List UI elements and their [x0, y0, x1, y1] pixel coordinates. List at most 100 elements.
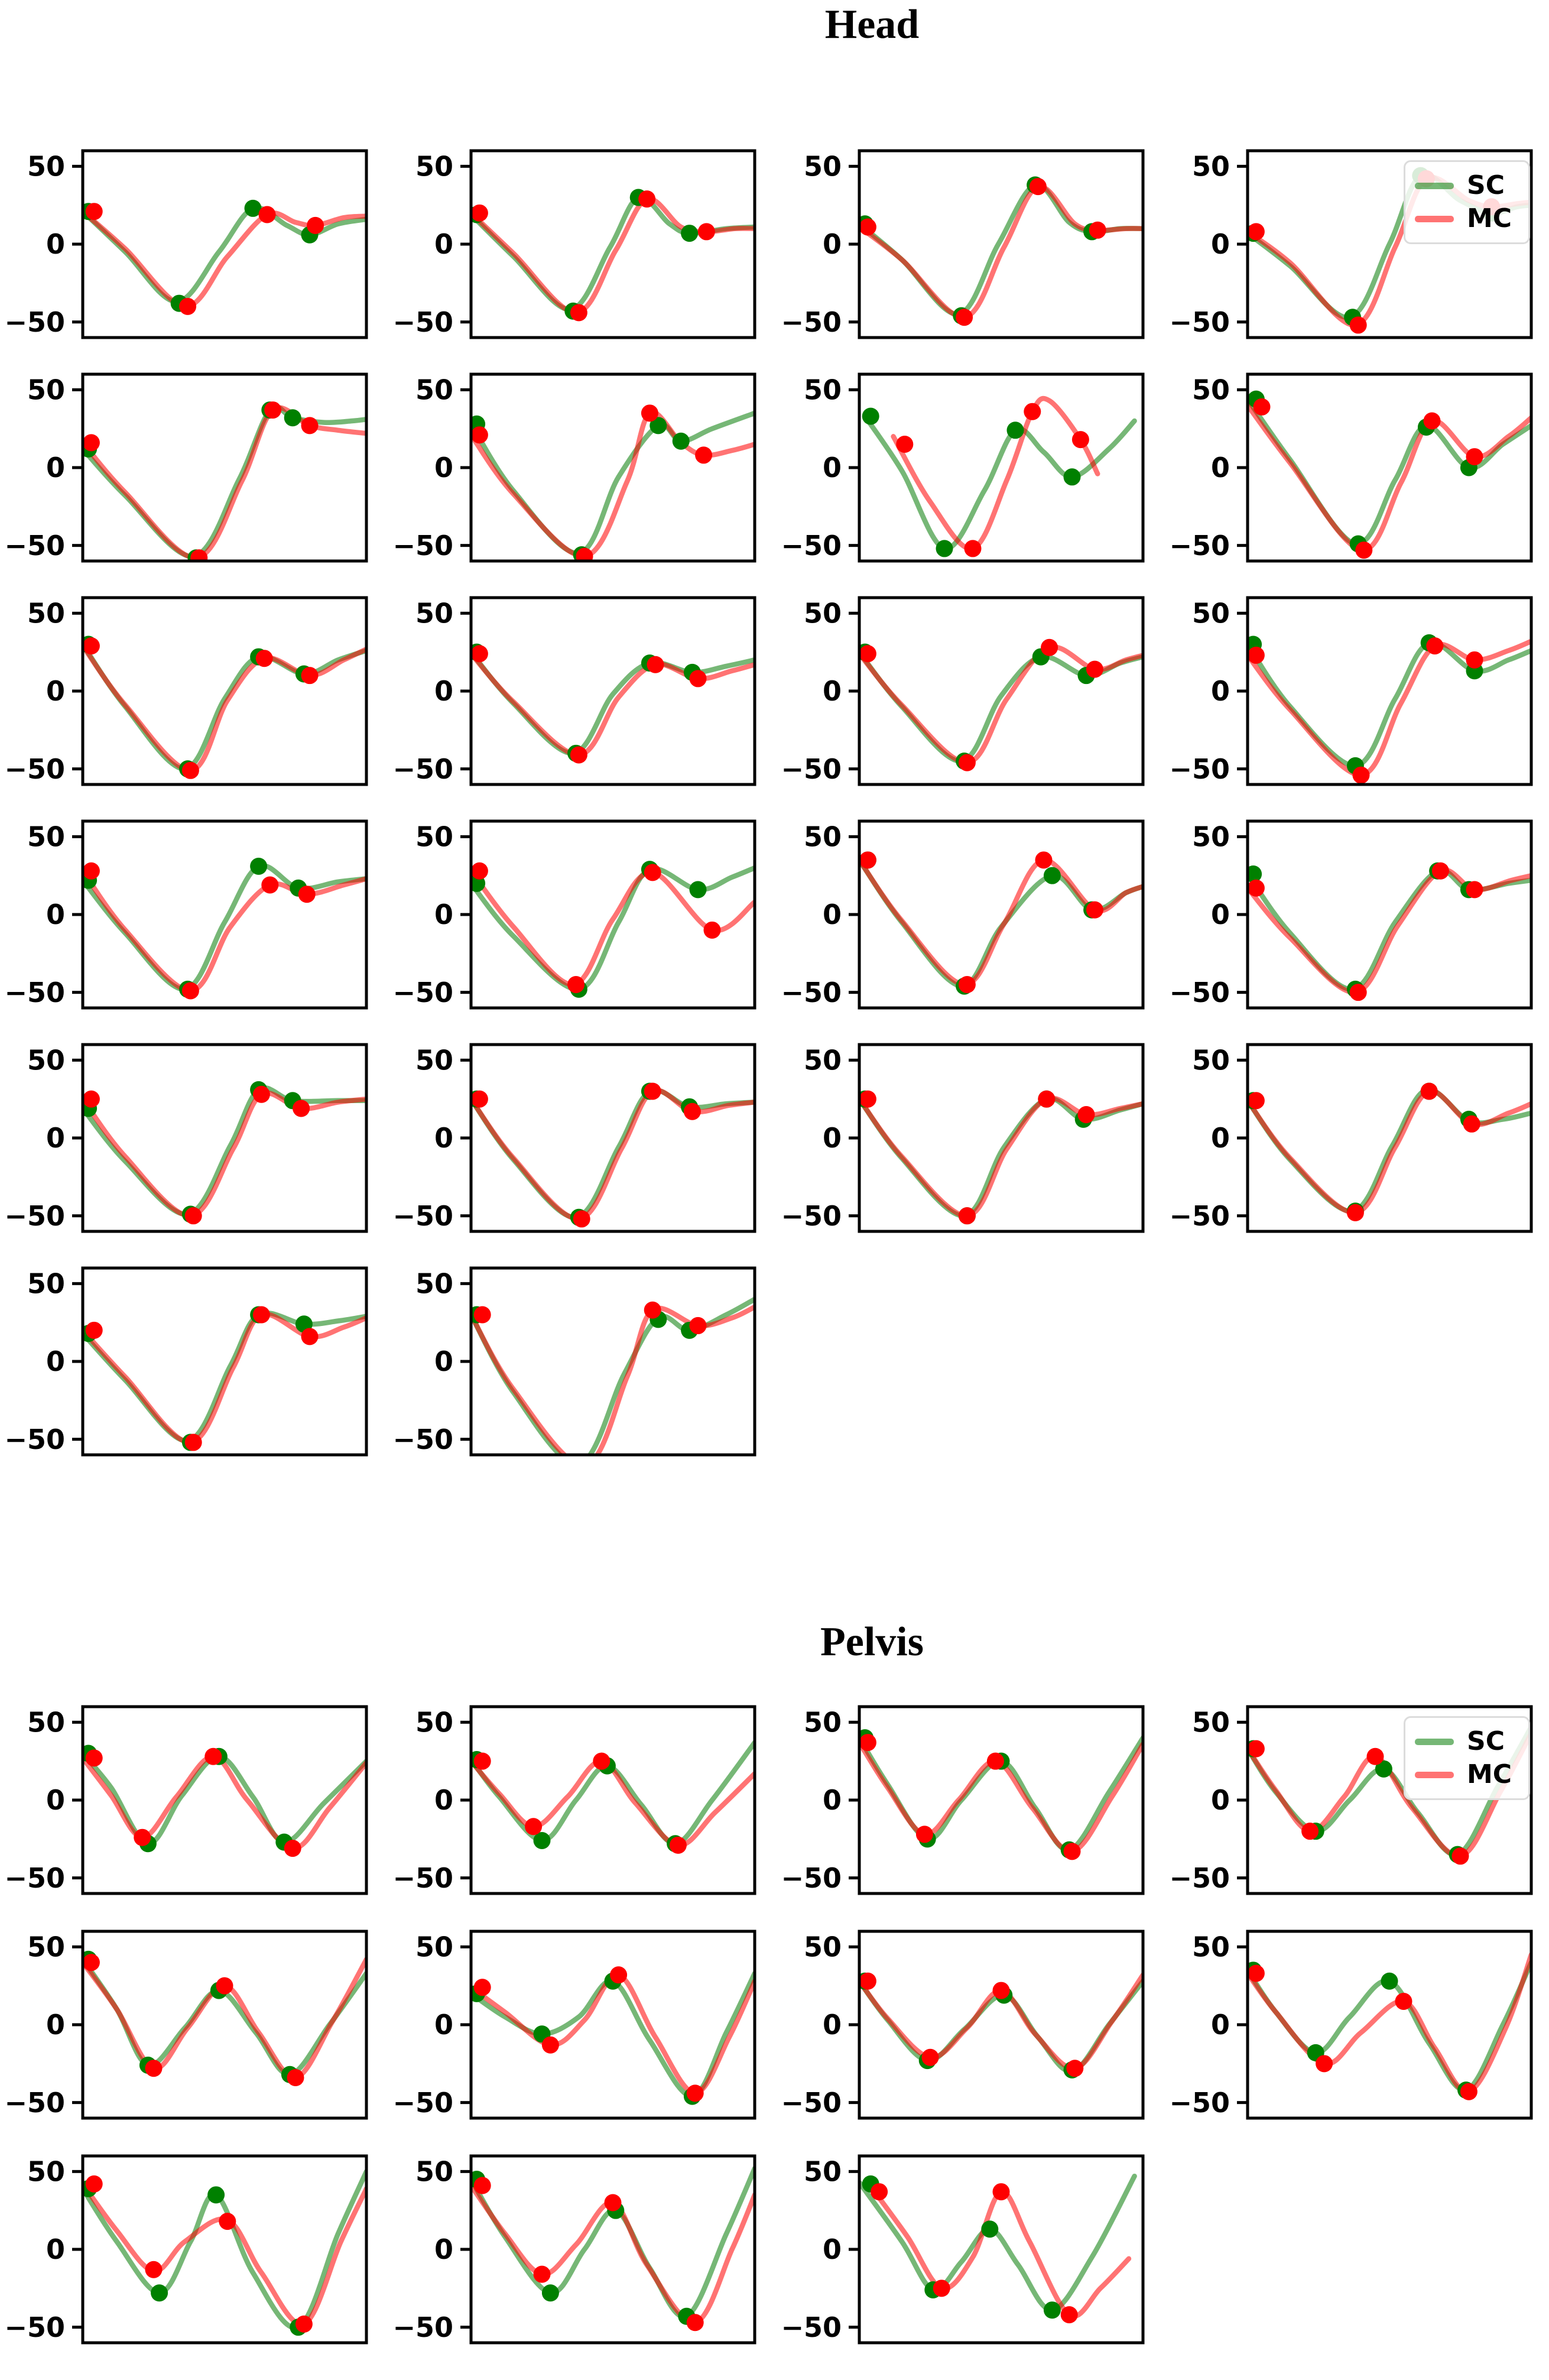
mc-line: [1248, 638, 1531, 778]
sc-marker: [681, 225, 699, 242]
subplot-svg: 50 0 −50: [4, 2154, 368, 2345]
subplot-svg: 50 0 −50: [4, 1705, 368, 1895]
mc-marker: [1086, 901, 1103, 919]
subplot-svg: 50 0 −50: [1169, 596, 1533, 786]
mc-marker: [298, 886, 316, 903]
y-tick-label: 50: [27, 1267, 65, 1299]
y-tick-label: 50: [415, 1706, 453, 1738]
mc-line: [859, 644, 1143, 766]
mc-marker: [1301, 1823, 1319, 1840]
mc-marker: [1253, 398, 1271, 416]
axes-frame: [469, 1705, 756, 1895]
mc-marker: [570, 304, 587, 322]
axes-frame: [858, 819, 1145, 1010]
mc-marker: [1460, 2083, 1477, 2100]
mc-marker: [644, 1301, 661, 1319]
subplot-pelvis-r1c4: 50 0 −50 SC MC: [1169, 1705, 1533, 1895]
y-tick-label: 0: [1211, 1784, 1230, 1816]
mc-line: [83, 405, 366, 560]
legend-item-mc: MC: [1415, 1762, 1519, 1788]
mc-marker: [85, 1749, 103, 1767]
axes-frame: [1246, 372, 1533, 563]
mc-marker: [473, 2177, 491, 2194]
y-tick-label: −50: [781, 1200, 842, 1232]
y-tick-label: 0: [46, 1784, 65, 1816]
y-tick-label: 50: [27, 1706, 65, 1738]
axes-frame: [858, 372, 1145, 563]
mc-marker: [1420, 1082, 1438, 1100]
mc-marker: [956, 309, 973, 326]
y-tick-label: 0: [434, 228, 453, 260]
subplot-pelvis-r2c3: 50 0 −50: [781, 1930, 1145, 2120]
axes-frame: [1246, 819, 1533, 1010]
subplot-head-r3c1: 50 0 −50: [4, 596, 368, 786]
y-tick-label: 0: [46, 228, 65, 260]
sc-marker: [1248, 865, 1262, 883]
mc-line: [83, 868, 366, 994]
axes-frame: [858, 1043, 1145, 1233]
mc-marker: [576, 547, 593, 561]
mc-marker: [471, 426, 488, 444]
mc-marker: [145, 2261, 163, 2278]
subplot-head-r5c4: 50 0 −50: [1169, 1043, 1533, 1233]
mc-line-swatch: [1415, 215, 1454, 222]
y-tick-label: −50: [4, 977, 65, 1009]
axes-frame: [858, 149, 1145, 339]
axes-frame: [81, 1043, 368, 1233]
y-tick-label: 50: [27, 150, 65, 182]
mc-marker: [83, 1954, 100, 1972]
mc-marker: [184, 1434, 202, 1451]
y-tick-label: −50: [4, 753, 65, 785]
mc-marker: [307, 216, 324, 234]
mc-line: [471, 196, 755, 316]
subplot-pelvis-r2c1: 50 0 −50: [4, 1930, 368, 2120]
mc-marker: [1086, 660, 1103, 678]
subplot-svg: 50 0 −50: [781, 1930, 1145, 2120]
y-tick-label: −50: [1169, 753, 1230, 785]
y-tick-label: 50: [804, 374, 842, 406]
y-tick-label: 0: [1211, 1122, 1230, 1154]
y-tick-label: 50: [415, 2155, 453, 2187]
mc-line: [1248, 867, 1531, 995]
sc-line: [1248, 640, 1531, 769]
sc-marker: [936, 540, 953, 557]
mc-marker: [181, 982, 199, 1000]
y-tick-label: 0: [434, 899, 453, 930]
axes-frame: [81, 149, 368, 339]
mc-marker: [1316, 2055, 1333, 2073]
subplot-head-r4c1: 50 0 −50: [4, 819, 368, 1010]
mc-marker: [1395, 1993, 1412, 2010]
y-tick-label: 0: [1211, 2009, 1230, 2041]
sc-marker: [207, 2186, 225, 2204]
y-tick-label: 50: [1192, 821, 1230, 852]
subplot-head-r5c2: 50 0 −50: [392, 1043, 756, 1233]
y-tick-label: −50: [4, 1200, 65, 1232]
mc-marker: [1431, 862, 1449, 880]
mc-marker: [669, 1836, 687, 1854]
y-tick-label: 50: [1192, 1931, 1230, 1963]
subplot-head-r2c3: 50 0 −50: [781, 372, 1145, 563]
y-tick-label: 0: [1211, 452, 1230, 484]
subplot-pelvis-r3c2: 50 0 −50: [392, 2154, 756, 2345]
mc-marker: [301, 667, 319, 685]
mc-marker: [689, 1317, 707, 1334]
mc-marker: [1024, 403, 1041, 420]
y-tick-label: 0: [46, 675, 65, 707]
subplot-head-r3c2: 50 0 −50: [392, 596, 756, 786]
mc-marker: [859, 218, 876, 236]
subplot-svg: 50 0 −50: [781, 1705, 1145, 1895]
axes-frame: [81, 2154, 368, 2345]
subplot-pelvis-r1c2: 50 0 −50: [392, 1705, 756, 1895]
mc-marker: [473, 1979, 491, 1996]
subplot-head-r3c4: 50 0 −50: [1169, 596, 1533, 786]
sc-line: [471, 410, 755, 556]
y-tick-label: −50: [392, 1862, 453, 1894]
y-tick-label: −50: [781, 2311, 842, 2343]
subplot-svg: 50 0 −50: [4, 1043, 368, 1233]
subplot-svg: 50 0 −50: [392, 149, 756, 339]
mc-marker: [473, 1306, 491, 1324]
mc-marker: [958, 976, 976, 993]
y-tick-label: −50: [4, 1862, 65, 1894]
y-tick-label: −50: [1169, 306, 1230, 338]
subplot-pelvis-r2c4: 50 0 −50: [1169, 1930, 1533, 2120]
